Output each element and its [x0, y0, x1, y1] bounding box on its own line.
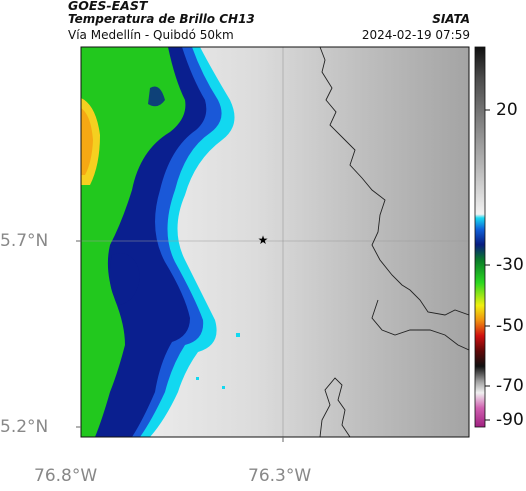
lon-tick-label: 76.8°W: [34, 466, 98, 486]
colorbar-tick-label: -50: [496, 316, 524, 336]
lat-tick-label: 5.2°N: [0, 417, 49, 437]
product-title: Temperatura de Brillo CH13: [68, 12, 255, 26]
colorbar-tick-label: 20: [496, 100, 518, 120]
colorbar-tick-label: -70: [496, 376, 524, 396]
lat-tick-label: 5.7°N: [0, 231, 49, 251]
organization-label: SIATA: [432, 12, 470, 26]
region-subtitle: Vía Medellín - Quibdó 50km: [68, 28, 234, 42]
colorbar: [474, 46, 486, 428]
timestamp-label: 2024-02-19 07:59: [361, 28, 470, 42]
lon-tick-label: 76.3°W: [248, 466, 312, 486]
colorbar-tick-label: -90: [496, 410, 524, 430]
colorbar-tick-label: -30: [496, 255, 524, 275]
brightness-temperature-field: [81, 47, 469, 437]
star-icon: ★: [258, 233, 269, 247]
satellite-title: GOES-EAST: [68, 0, 148, 13]
